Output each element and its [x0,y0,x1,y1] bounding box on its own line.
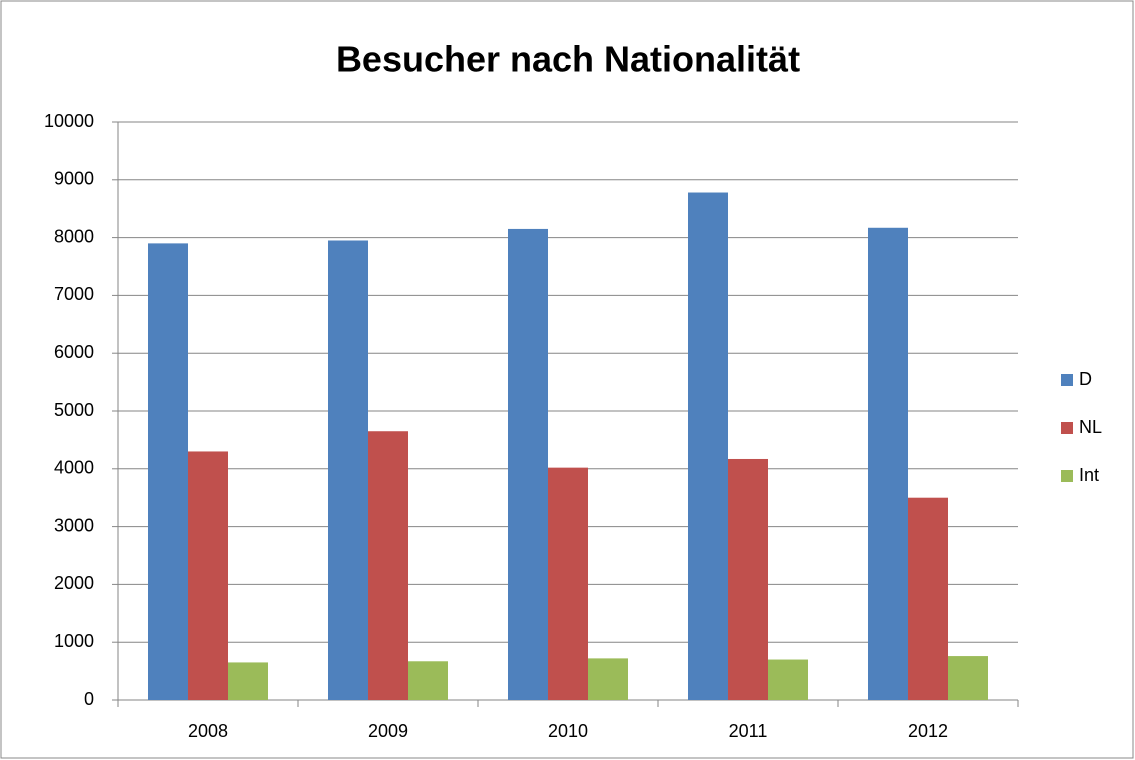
bar [368,431,408,700]
legend-swatch [1061,422,1073,434]
legend-swatch [1061,374,1073,386]
legend-label: NL [1079,417,1102,437]
bar [188,451,228,700]
bar [548,467,588,700]
legend-swatch [1061,470,1073,482]
x-tick-label: 2010 [548,721,588,741]
y-tick-label: 1000 [54,631,94,651]
bar [588,658,628,700]
bar [408,661,448,700]
bar [868,227,908,701]
bar [508,228,548,700]
legend-label: Int [1079,465,1099,485]
bar [148,243,188,700]
bar [768,659,808,700]
y-tick-label: 3000 [54,515,94,535]
x-tick-label: 2011 [729,721,768,741]
x-tick-label: 2012 [908,721,948,741]
y-tick-label: 0 [84,689,94,709]
x-tick-label: 2009 [368,721,408,741]
bar [228,662,268,700]
y-tick-label: 4000 [54,458,94,478]
bar [908,497,948,700]
bar [688,192,728,701]
y-tick-label: 9000 [54,169,94,189]
y-tick-label: 8000 [54,226,94,246]
chart-title: Besucher nach Nationalität [336,39,800,80]
y-tick-label: 5000 [54,400,94,420]
bar [328,240,368,701]
legend-label: D [1079,369,1092,389]
y-tick-label: 7000 [54,284,94,304]
bar [728,458,768,700]
x-tick-label: 2008 [188,721,228,741]
y-tick-label: 6000 [54,342,94,362]
y-tick-label: 10000 [44,111,94,131]
bar [948,656,988,700]
y-tick-label: 2000 [54,573,94,593]
